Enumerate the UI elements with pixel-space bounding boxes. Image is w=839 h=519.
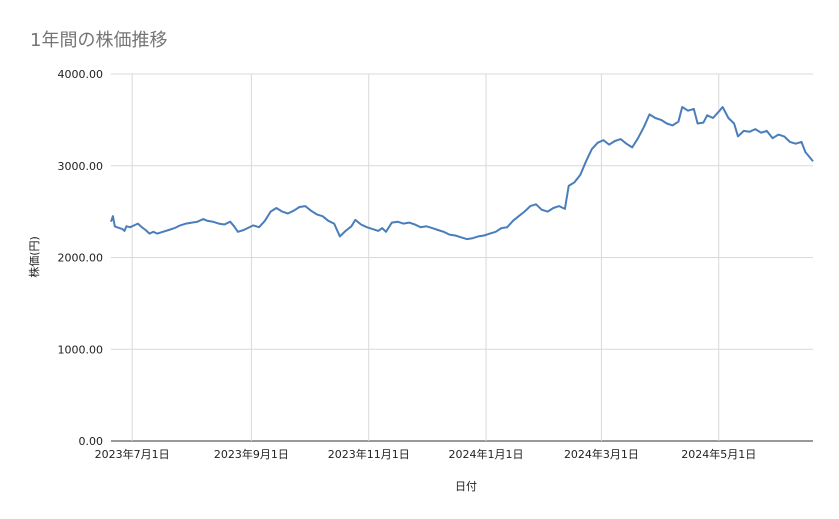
y-axis-ticks: 0.00 1000.00 2000.00 3000.00 4000.00 (58, 68, 104, 448)
x-tick-label: 2023年11月1日 (328, 447, 410, 461)
x-tick-label: 2023年9月1日 (214, 447, 289, 461)
y-tick-label: 1000.00 (58, 343, 104, 356)
chart-title: 1年間の株価推移 (30, 30, 167, 51)
x-tick-label: 2024年1月1日 (449, 447, 524, 461)
y-axis-title: 株価(円) (27, 236, 41, 278)
series-line (110, 106, 814, 241)
x-tick-label: 2023年7月1日 (95, 447, 170, 461)
y-tick-label: 4000.00 (58, 68, 104, 81)
y-tick-label: 0.00 (79, 435, 104, 448)
series-group (110, 106, 814, 241)
x-tick-label: 2024年5月1日 (681, 447, 756, 461)
x-axis-ticks: 2023年7月1日 2023年9月1日 2023年11月1日 2024年1月1日 202… (95, 447, 757, 461)
x-tick-label: 2024年3月1日 (564, 447, 639, 461)
y-tick-label: 3000.00 (58, 160, 104, 173)
gridlines (111, 73, 813, 442)
x-axis-title: 日付 (455, 480, 477, 493)
y-tick-label: 2000.00 (58, 252, 104, 265)
